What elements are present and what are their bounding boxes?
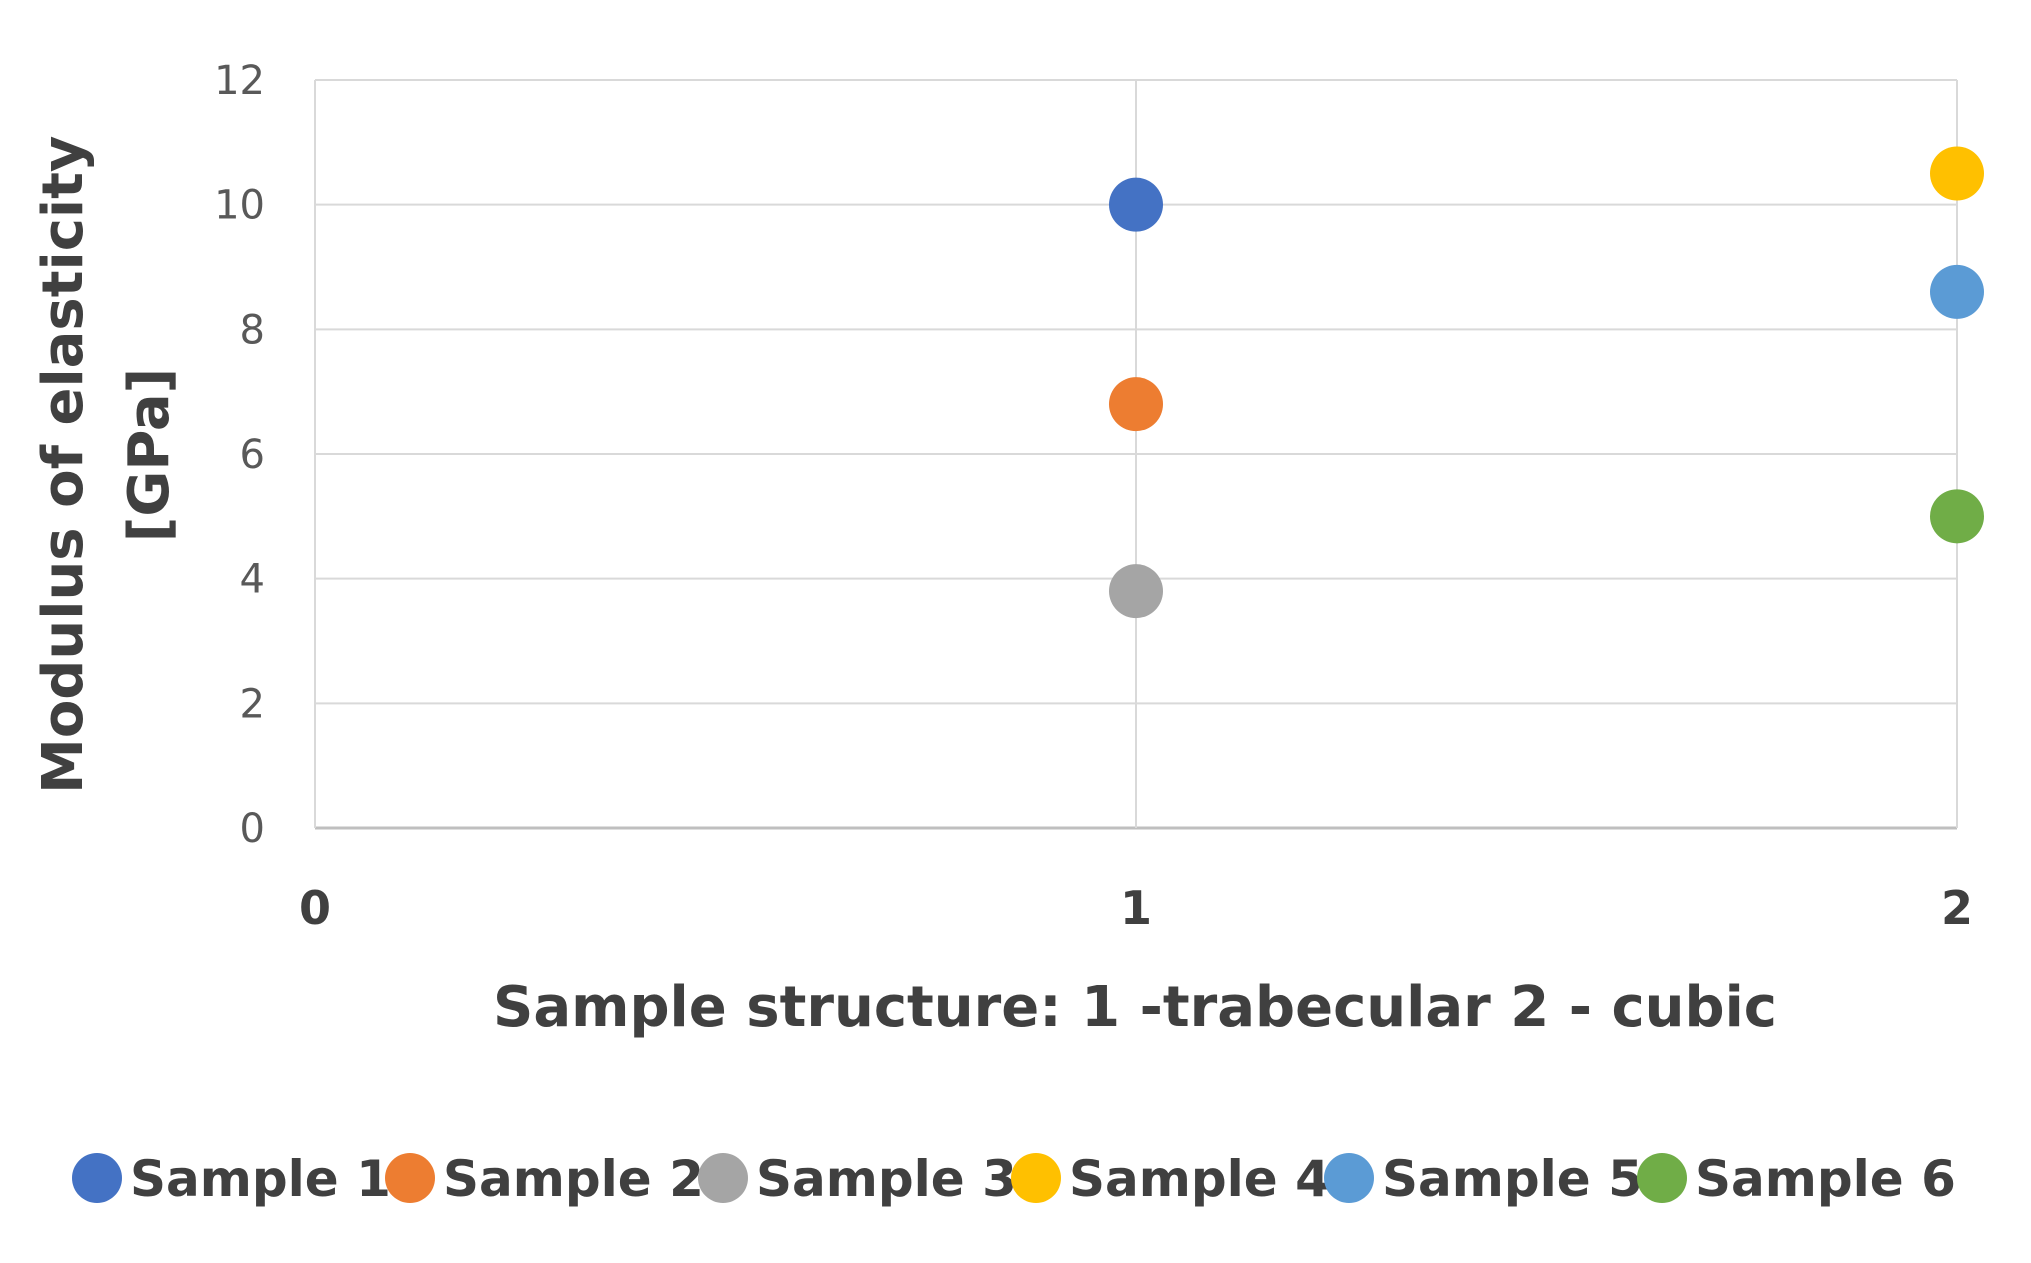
- y-tick-label: 12: [214, 58, 265, 104]
- y-tick-label: 0: [240, 806, 265, 852]
- data-point: [1109, 564, 1163, 619]
- x-tick-label: 0: [299, 881, 331, 935]
- legend-label: Sample 6: [1695, 1150, 1956, 1208]
- y-axis-ticks: 0 2 4 6 8 10 12: [214, 58, 265, 852]
- x-tick-label: 1: [1120, 881, 1152, 935]
- y-tick-label: 6: [240, 432, 265, 478]
- legend-label: Sample 1: [130, 1150, 391, 1208]
- data-point: [1930, 264, 1984, 319]
- y-tick-label: 4: [240, 557, 265, 603]
- data-points: [1109, 146, 1984, 619]
- data-point: [1930, 146, 1984, 201]
- y-axis-title: Modulus of elasticity [GPa]: [31, 116, 182, 794]
- data-point: [1109, 377, 1163, 432]
- legend-marker: [1011, 1153, 1061, 1203]
- legend-label: Sample 4: [1069, 1150, 1330, 1208]
- y-tick-label: 8: [240, 307, 265, 353]
- data-point: [1109, 177, 1163, 232]
- x-axis-ticks: 0 1 2: [299, 881, 1973, 935]
- legend-label: Sample 5: [1382, 1150, 1643, 1208]
- legend-entry: Sample 5: [1324, 1150, 1643, 1208]
- legend-entry: Sample 4: [1011, 1150, 1330, 1208]
- y-axis-title-line-1: Modulus of elasticity: [31, 136, 96, 794]
- y-axis-title-line-2: [GPa]: [117, 368, 182, 542]
- legend-entry: Sample 2: [385, 1150, 704, 1208]
- legend-marker: [698, 1153, 748, 1203]
- y-tick-label: 10: [214, 183, 265, 229]
- x-tick-label: 2: [1941, 881, 1973, 935]
- legend-entry: Sample 6: [1637, 1150, 1956, 1208]
- data-point: [1930, 489, 1984, 544]
- legend-entry: Sample 3: [698, 1150, 1017, 1208]
- legend-marker: [385, 1153, 435, 1203]
- legend-entry: Sample 1: [72, 1150, 391, 1208]
- legend-label: Sample 2: [443, 1150, 704, 1208]
- x-axis-title: Sample structure: 1 -trabecular 2 - cubi…: [493, 975, 1777, 1040]
- axis-titles: Sample structure: 1 -trabecular 2 - cubi…: [31, 116, 1777, 1040]
- y-tick-label: 2: [240, 681, 265, 727]
- legend-marker: [1324, 1153, 1374, 1203]
- legend-label: Sample 3: [756, 1150, 1017, 1208]
- legend-marker: [72, 1153, 122, 1203]
- legend-marker: [1637, 1153, 1687, 1203]
- legend: Sample 1 Sample 2 Sample 3 Sample 4 Sample 5…: [72, 1150, 1956, 1208]
